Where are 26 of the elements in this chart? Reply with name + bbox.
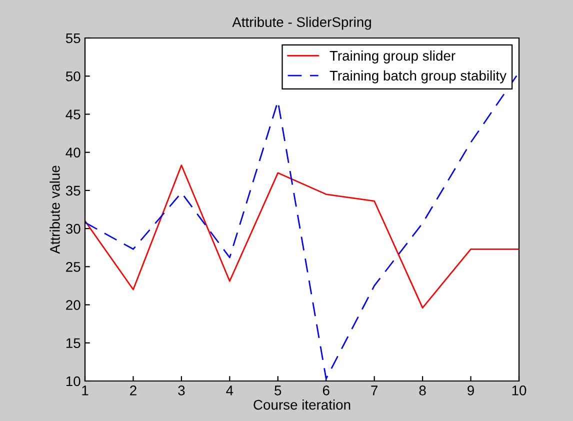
legend-label: Training group slider <box>330 50 456 64</box>
y-tick-label: 55 <box>66 33 80 44</box>
y-tick-label: 15 <box>66 338 80 348</box>
y-tick-label: 10 <box>66 376 80 386</box>
y-tick-label: 45 <box>66 110 80 120</box>
x-tick-label: 10 <box>512 386 526 396</box>
x-tick-label: 9 <box>468 386 474 396</box>
legend-label: Training batch group stability <box>330 70 506 84</box>
y-tick-label: 20 <box>66 300 80 310</box>
x-tick-label: 5 <box>274 386 282 396</box>
x-tick-label: 6 <box>322 386 330 396</box>
x-tick-label: 7 <box>371 386 378 396</box>
line-series <box>85 164 519 309</box>
chart-title: Attribute - SliderSpring <box>232 16 371 30</box>
y-tick-label: 35 <box>66 186 80 196</box>
y-axis-title: Attribute value <box>50 166 60 254</box>
x-axis-title: Course iteration <box>254 400 350 410</box>
x-tick-label: 1 <box>82 386 88 396</box>
x-tick-label: 3 <box>178 386 185 396</box>
y-tick-label: 30 <box>66 224 80 234</box>
x-tick-label: 8 <box>419 386 426 396</box>
y-tick-label: 25 <box>66 262 80 272</box>
y-tick-label: 40 <box>66 148 80 158</box>
x-tick-label: 4 <box>226 386 234 396</box>
y-tick-label: 50 <box>66 71 80 82</box>
x-tick-label: 2 <box>130 386 136 396</box>
